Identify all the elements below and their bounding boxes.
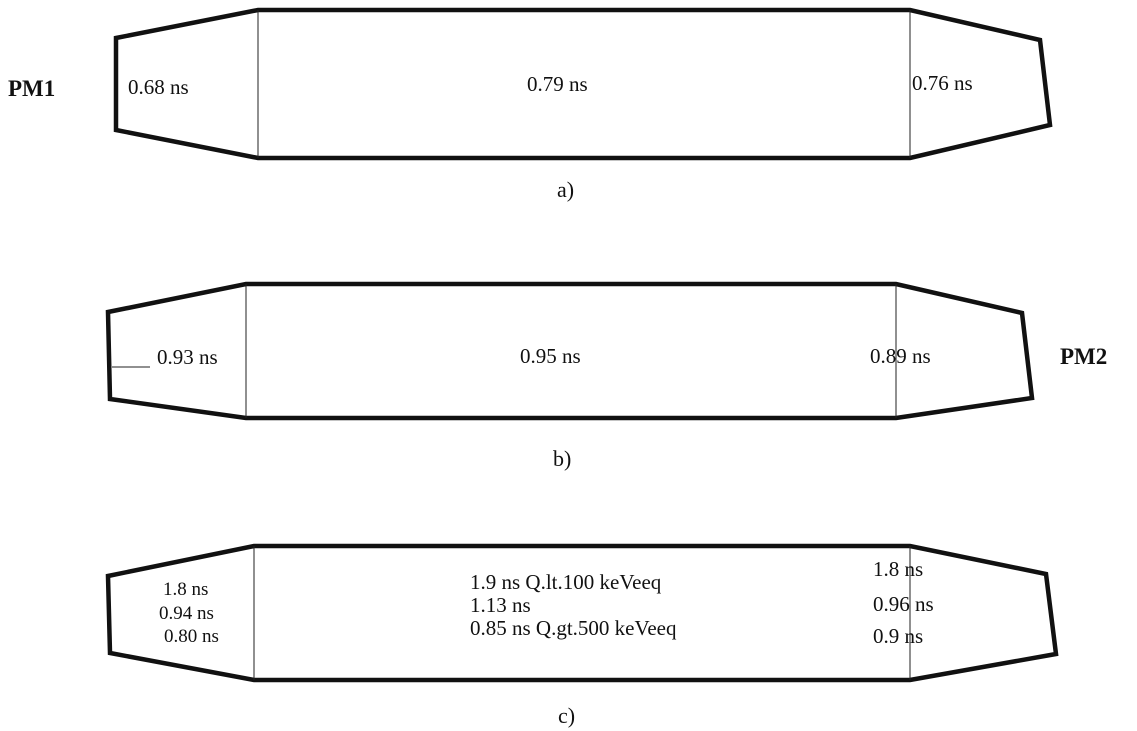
panel-c-center-value-3: 0.85 ns Q.gt.500 keVeeq xyxy=(470,616,677,640)
panel-b-left-value: 0.93 ns xyxy=(157,345,218,369)
panel-b-center-value: 0.95 ns xyxy=(520,344,581,368)
panel-c: 1.8 ns 0.94 ns 0.80 ns 1.9 ns Q.lt.100 k… xyxy=(105,543,1059,728)
panel-a-left-value: 0.68 ns xyxy=(128,75,189,99)
panel-c-right-value-2: 0.96 ns xyxy=(873,592,934,616)
panel-b-bar-outline xyxy=(105,281,1035,421)
panel-a-center-value: 0.79 ns xyxy=(527,72,588,96)
panel-c-right-value-3: 0.9 ns xyxy=(873,624,923,648)
panel-c-left-value-1: 1.8 ns xyxy=(163,579,208,600)
panel-a-right-value: 0.76 ns xyxy=(912,71,973,95)
panel-c-left-value-3: 0.80 ns xyxy=(164,626,219,647)
panel-b: 0.93 ns 0.95 ns 0.89 ns PM2 b) xyxy=(105,281,1107,471)
panel-c-left-value-2: 0.94 ns xyxy=(159,603,214,624)
panel-c-right-value-1: 1.8 ns xyxy=(873,557,923,581)
panel-a-bar-outline xyxy=(113,7,1053,161)
panel-b-right-value: 0.89 ns xyxy=(870,344,931,368)
pm1-label: PM1 xyxy=(8,76,55,101)
panel-c-center-value-2: 1.13 ns xyxy=(470,593,531,617)
panel-c-caption: c) xyxy=(558,703,575,728)
panel-c-bar-outline xyxy=(105,543,1059,683)
panel-c-center-value-1: 1.9 ns Q.lt.100 keVeeq xyxy=(470,570,662,594)
pm2-label: PM2 xyxy=(1060,344,1107,369)
panel-a: PM1 0.68 ns 0.79 ns 0.76 ns a) xyxy=(8,7,1053,202)
panel-a-caption: a) xyxy=(557,177,574,202)
panel-b-caption: b) xyxy=(553,446,571,471)
